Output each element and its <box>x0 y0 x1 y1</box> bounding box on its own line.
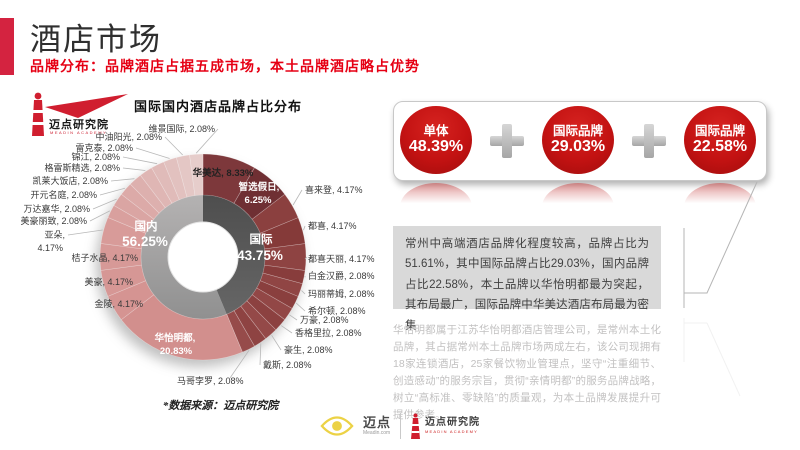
brand-label: 开元名庭, 2.08% <box>30 189 97 200</box>
label-leader-line <box>295 302 306 312</box>
donut-chart: 华美达, 8.33% 智选假日, 6.25% 喜来登, 4.17% 都喜, 4.17%… <box>20 123 375 386</box>
brand-value: 4.17% <box>37 243 63 253</box>
inner-segment <box>203 195 266 315</box>
summary-circle-standalone: 单体 48.39% <box>400 106 472 174</box>
brand-label: 都喜, 4.17% <box>308 220 357 231</box>
donut-rings <box>99 153 307 361</box>
label-leader-line <box>259 343 262 366</box>
footer-research-sub: MEADIN ACADEMY <box>425 429 479 434</box>
slice-value: 20.83% <box>160 346 193 357</box>
brand-label: 锦江, 2.08% <box>71 151 120 162</box>
circle-reflection <box>542 183 614 207</box>
ring-group-label: 国内 <box>135 219 158 233</box>
callout-connector <box>683 181 758 397</box>
detail-paragraph: 华怡明都属于江苏华怡明都酒店管理公司，是常州本土化品牌，其占据常州本土品牌市场两… <box>393 324 661 421</box>
brand-label: 白金汉爵, 2.08% <box>308 270 375 281</box>
ring-group-label: 国际 <box>250 232 273 246</box>
circle-label: 国际品牌 <box>694 123 745 138</box>
donut-segment <box>189 153 204 196</box>
label-leader-line <box>195 128 219 154</box>
brand-label: 亚朵, <box>44 230 65 240</box>
brand-label: 凯莱大饭店, 2.08% <box>32 175 108 186</box>
label-leader-line <box>304 256 308 260</box>
brand-label: 戴斯, 2.08% <box>263 359 312 370</box>
label-leader-line <box>122 156 158 165</box>
label-leader-line <box>67 229 103 236</box>
plus-icon <box>632 124 666 158</box>
slice-value: 6.25% <box>245 195 272 206</box>
donut-hole <box>167 221 239 293</box>
brand-label: 豪生, 2.08% <box>284 344 333 355</box>
brand-label: 玛丽蒂姆, 2.08% <box>308 288 375 299</box>
brand-label: 万达嘉华, 2.08% <box>23 203 90 214</box>
footer-divider <box>400 413 401 439</box>
footer-brand: 迈点 <box>362 415 391 430</box>
footer: 迈点 Meadin.com 迈点研究院 MEADIN ACADEMY <box>0 413 800 439</box>
brand-label: 美豪, 4.17% <box>84 276 133 287</box>
label-leader-line <box>280 325 293 334</box>
donut-segment <box>120 294 243 361</box>
brand-label: 喜来登, 4.17% <box>305 184 363 195</box>
ring-group-value: 56.25% <box>122 234 168 249</box>
slice-label: 华怡明都, <box>155 332 196 344</box>
brand-label: 维景国际, 2.08% <box>148 123 215 134</box>
ring-group-value: 43.75% <box>237 248 283 263</box>
footer-brand-domain: Meadin.com <box>362 430 391 436</box>
brand-label: 中油阳光, 2.08% <box>95 131 162 142</box>
label-leader-line <box>292 189 303 206</box>
slice-label: 华美达, 8.33% <box>193 167 254 179</box>
slice-label: 智选假日, <box>239 181 280 193</box>
label-leader-line <box>303 225 306 231</box>
page-title: 酒店市场 <box>30 22 162 57</box>
brand-label: 桔子水晶, 4.17% <box>71 252 138 263</box>
label-leader-line <box>271 334 282 351</box>
circle-label: 国际品牌 <box>552 123 603 138</box>
lighthouse-icon-small <box>411 413 420 439</box>
summary-circle-international: 国际品牌 29.03% <box>542 106 614 174</box>
meadin-academy-logo: 迈点研究院 MEADIN ACADEMY <box>28 90 138 140</box>
insight-box: 常州中高端酒店品牌化程度较高，品牌占比为51.61%，其中国际品牌占比29.03… <box>393 226 661 332</box>
brand-label: 金陵, 4.17% <box>94 298 143 309</box>
circle-label: 单体 <box>423 123 449 138</box>
label-leader-line <box>135 147 170 159</box>
title-accent-bar <box>0 18 14 75</box>
brand-label: 香格里拉, 2.08% <box>295 327 362 338</box>
chart-title: 国际国内酒店品牌占比分布 <box>133 99 302 114</box>
label-leader-line <box>110 178 135 182</box>
footer-research-name: 迈点研究院 <box>425 417 480 428</box>
plus-icon <box>490 124 524 158</box>
brand-label: 万豪, 2.08% <box>300 314 349 325</box>
brand-label: 希尔顿, 2.08% <box>308 305 366 316</box>
data-source-note: *数据来源：迈点研究院 <box>162 400 279 412</box>
circle-value: 48.39% <box>408 137 464 155</box>
brand-label: 美豪丽致, 2.08% <box>20 215 87 226</box>
label-leader-line <box>89 210 110 222</box>
label-leader-line <box>164 136 183 156</box>
brand-label: 马哥孛罗, 2.08% <box>177 375 244 386</box>
meadin-eye-icon <box>320 416 354 436</box>
lighthouse-icon <box>32 92 128 136</box>
label-leader-line <box>301 290 306 295</box>
label-leader-line <box>122 167 146 171</box>
label-leader-line <box>92 198 117 210</box>
circle-value: 22.58% <box>692 137 748 155</box>
label-leader-line <box>229 350 250 379</box>
page-subtitle: 品牌分布：品牌酒店占据五成市场，本土品牌酒店略占优势 <box>30 58 420 74</box>
circle-reflection <box>400 183 472 207</box>
brand-label: 格雷斯精选, 2.08% <box>44 162 120 173</box>
inner-segment <box>141 195 227 319</box>
label-leader-line <box>99 187 126 196</box>
label-leader-line <box>289 314 298 321</box>
circle-value: 29.03% <box>550 137 606 155</box>
brand-label: 雷克泰, 2.08% <box>75 142 133 153</box>
brand-label: 都喜天丽, 4.17% <box>308 253 375 264</box>
summary-circle-domestic: 国际品牌 22.58% <box>684 106 756 174</box>
logo-subtext: MEADIN ACADEMY <box>50 130 108 135</box>
logo-name: 迈点研究院 <box>49 119 109 131</box>
